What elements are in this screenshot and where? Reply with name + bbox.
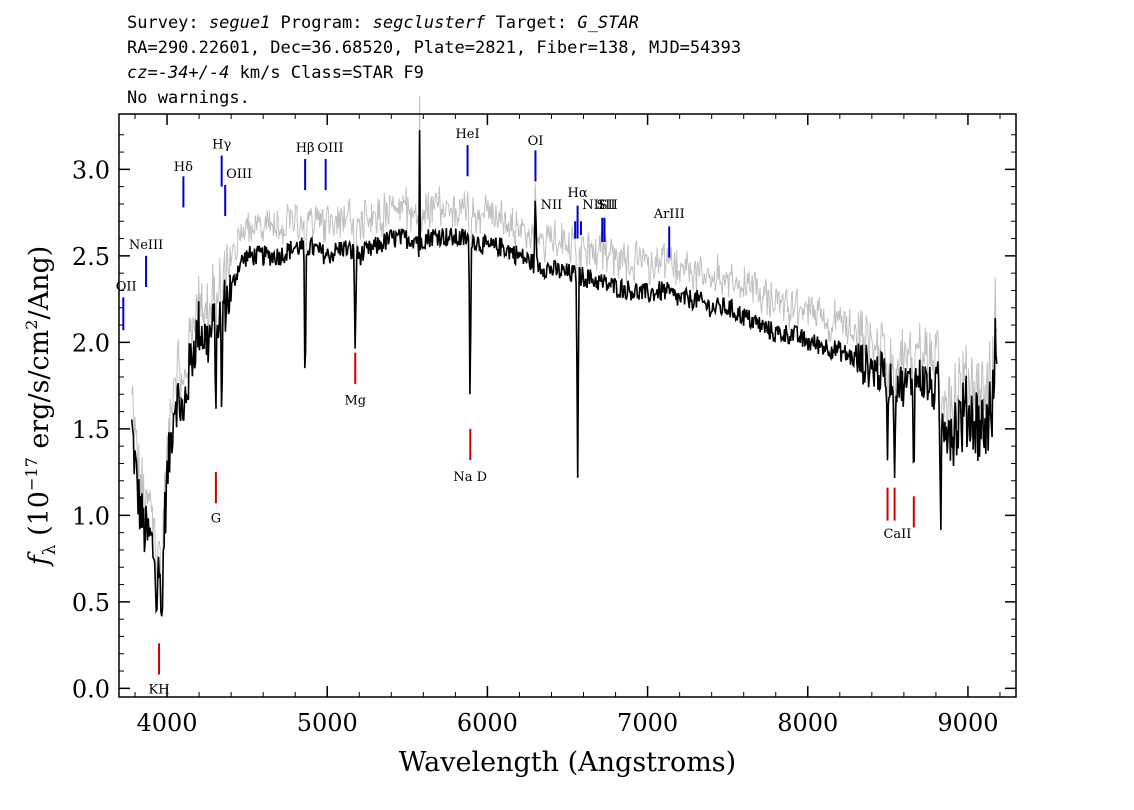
survey-value: segue1 xyxy=(208,13,271,33)
ticks-layer: 4000 5000 6000 7000 8000 9000 0.0 0.5 1.0 1.5 2.0 2… xyxy=(72,114,1016,737)
spectrum-layer xyxy=(131,130,998,617)
model-envelope-line xyxy=(131,95,998,602)
y-tick-label-0: 0.0 xyxy=(72,675,110,703)
y-tick-label-6: 3.0 xyxy=(72,156,110,184)
line-label-10: HeI xyxy=(455,127,479,142)
y-tick-label-3: 1.5 xyxy=(72,416,110,444)
cz-label: cz xyxy=(127,63,148,83)
line-label-11: Na D xyxy=(453,470,487,485)
x-tick-label-1: 5000 xyxy=(297,709,358,737)
header-line-warnings: No warnings. xyxy=(127,88,250,108)
x-tick-label-3: 7000 xyxy=(617,709,678,737)
line-label-1: NeIII xyxy=(129,238,163,253)
program-label: Program: xyxy=(270,13,373,33)
x-tick-label-4: 8000 xyxy=(777,709,838,737)
x-tick-label-5: 9000 xyxy=(937,709,998,737)
y-axis-title-c: /Ang) xyxy=(24,246,55,320)
line-label-8: OIII xyxy=(317,141,343,156)
program-value: segclusterf xyxy=(372,13,486,33)
line-label-14: Hα xyxy=(568,186,588,201)
class-text: km/s Class=STAR F9 xyxy=(229,63,424,83)
line-label-15: NII xyxy=(582,198,604,213)
plot-frame xyxy=(118,113,1017,698)
header-line-survey: Survey: segue1 Program: segclusterf Targ… xyxy=(127,12,639,34)
y-tick-label-5: 2.5 xyxy=(72,243,110,271)
line-label-13: NII xyxy=(541,198,563,213)
line-label-2: KH xyxy=(149,683,170,698)
y-tick-label-4: 2.0 xyxy=(72,329,110,357)
y-axis-title-a: (10 xyxy=(24,491,55,544)
y-axis-title-exp1: −17 xyxy=(22,457,41,491)
y-axis-title-b: erg/s/cm xyxy=(24,330,55,458)
x-axis-title: Wavelength (Angstroms) xyxy=(399,747,736,778)
header-line-redshift: cz=-34+/-4 km/s Class=STAR F9 xyxy=(127,62,424,84)
target-label: Target: xyxy=(485,13,578,33)
line-label-12: OI xyxy=(528,134,544,149)
line-label-18: ArIII xyxy=(653,207,685,222)
y-tick-label-2: 1.0 xyxy=(72,502,110,530)
line-label-9: Mg xyxy=(344,394,366,409)
line-label-3: Hδ xyxy=(174,160,193,175)
line-label-16: SII xyxy=(596,198,615,213)
survey-label: Survey: xyxy=(127,13,209,33)
line-label-4: G xyxy=(211,511,221,526)
x-tick-label-0: 4000 xyxy=(137,709,198,737)
line-label-19: CaII xyxy=(883,527,911,542)
cz-value: =-34+/-4 xyxy=(147,63,230,83)
y-axis-title: fλ (10−17 erg/s/cm2/Ang) xyxy=(22,246,60,568)
header-line-coordinates: RA=290.22601, Dec=36.68520, Plate=2821, … xyxy=(127,38,742,58)
y-tick-label-1: 0.5 xyxy=(72,589,110,617)
spectrum-line xyxy=(131,130,998,617)
line-label-7: Hβ xyxy=(296,141,315,156)
x-tick-label-2: 6000 xyxy=(457,709,518,737)
line-label-17: SII xyxy=(599,198,618,213)
model-layer xyxy=(131,95,998,602)
y-axis-title-exp2: 2 xyxy=(22,320,41,330)
y-axis-title-sub: λ xyxy=(40,544,60,555)
line-label-5: Hγ xyxy=(212,138,231,153)
line-label-6: OIII xyxy=(226,167,252,182)
target-value: G_STAR xyxy=(577,13,639,33)
